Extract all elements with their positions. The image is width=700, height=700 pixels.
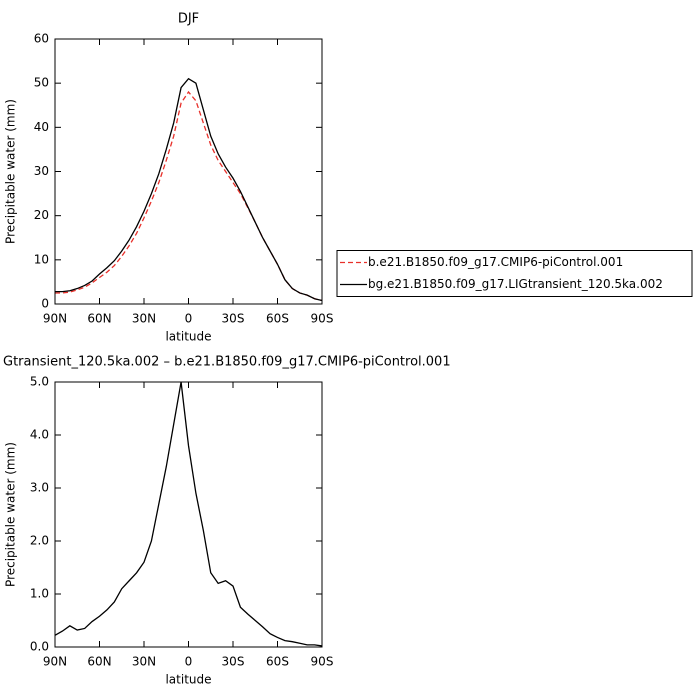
y-tick-label: 1.0 [30,587,49,601]
y-axis-label: Precipitable water (mm) [4,99,18,244]
x-axis-label: latitude [165,673,211,687]
chart-title: DJF [178,12,199,27]
x-tick-label: 60S [266,312,289,326]
x-tick-label: 0 [185,655,193,669]
x-tick-label: 90N [43,655,67,669]
legend-label: bg.e21.B1850.f09_g17.LIGtransient_120.5k… [368,277,663,291]
plot-frame [54,38,323,305]
x-tick-label: 60S [266,655,289,669]
line-series [55,90,323,302]
x-tick-label: 30N [132,312,156,326]
x-tick-label: 90N [43,312,67,326]
x-tick-label: 30S [222,655,245,669]
y-axis-label: Precipitable water (mm) [4,442,18,587]
x-tick-label: 0 [185,312,193,326]
y-tick-label: 40 [34,120,49,134]
y-tick-label: 0.0 [30,640,49,654]
line-series [54,381,323,647]
y-tick-label: 30 [34,164,49,178]
y-tick-label: 10 [34,252,49,266]
legend-box [336,250,693,297]
y-tick-label: 60 [34,32,49,46]
y-tick-label: 0 [41,297,49,311]
chart-title: Gtransient_120.5ka.002 – b.e21.B1850.f09… [3,355,451,370]
y-tick-label: 20 [34,208,49,222]
legend-label: b.e21.B1850.f09_g17.CMIP6-piControl.001 [368,255,623,269]
x-axis-label: latitude [165,330,211,344]
line-series [55,77,323,302]
y-tick-label: 50 [34,76,49,90]
x-tick-label: 30S [222,312,245,326]
y-tick-label: 4.0 [30,428,49,442]
x-tick-label: 90S [311,312,334,326]
x-tick-label: 60N [87,655,111,669]
x-tick-label: 60N [87,312,111,326]
plot-frame [54,381,323,648]
y-tick-label: 5.0 [30,375,49,389]
y-tick-label: 2.0 [30,534,49,548]
y-tick-label: 3.0 [30,481,49,495]
x-tick-label: 90S [311,655,334,669]
x-tick-label: 30N [132,655,156,669]
